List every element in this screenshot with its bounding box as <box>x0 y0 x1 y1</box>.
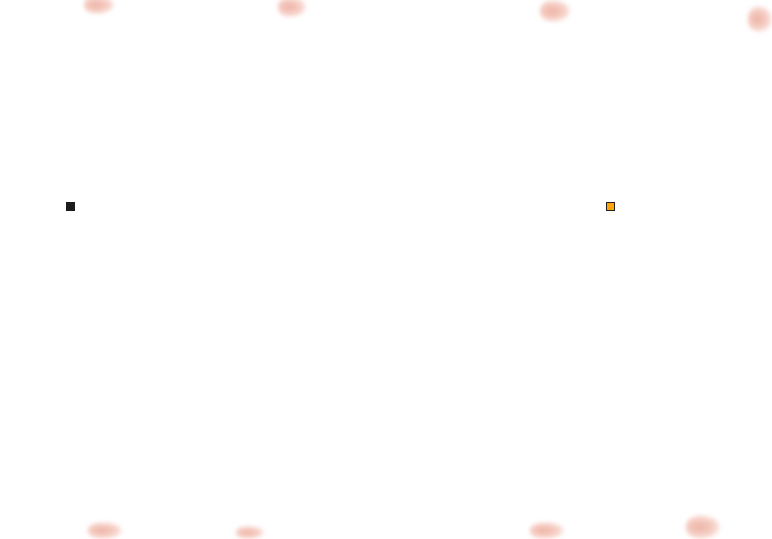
spot-gold-swatch-icon <box>606 202 615 211</box>
watermark-blob <box>748 6 772 32</box>
legend-spot-gold <box>606 202 621 211</box>
watermark-blob <box>278 0 306 17</box>
watermark-blob <box>540 0 570 22</box>
inr-usd-swatch-icon <box>66 202 75 211</box>
watermark-blob <box>88 522 122 539</box>
legend-inr-usd <box>66 202 81 211</box>
watermark-blob <box>686 515 720 539</box>
watermark-blob <box>530 522 564 539</box>
watermark-blob <box>84 0 114 14</box>
watermark-blob <box>236 526 264 539</box>
